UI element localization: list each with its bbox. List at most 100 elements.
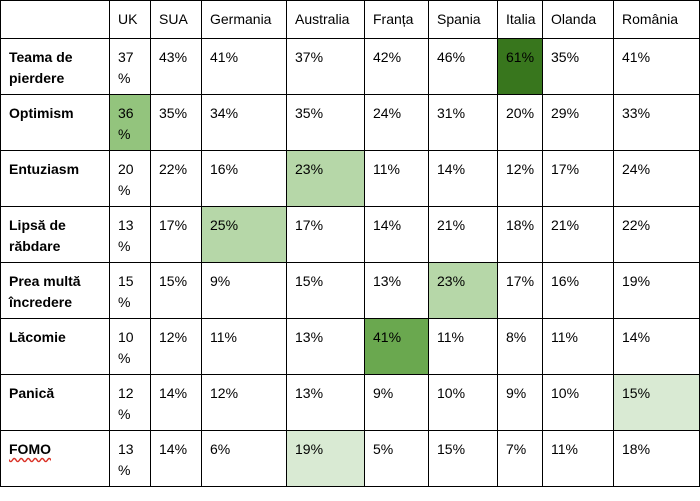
table-row: Entuziasm 20 % 22% 16% 23% 11% 14% 12% 1…	[0, 150, 700, 207]
table-cell: 11%	[364, 150, 429, 207]
table-cell: 21%	[428, 206, 498, 263]
table-row: Prea multă încredere 15 % 15% 9% 15% 13%…	[0, 262, 700, 319]
table-cell: 12%	[150, 318, 202, 375]
table-cell: 6%	[201, 430, 287, 487]
table-cell: 35%	[286, 94, 365, 151]
table-cell: 17%	[286, 206, 365, 263]
table-cell: 24%	[364, 94, 429, 151]
table-cell: 15%	[286, 262, 365, 319]
table-cell: 11%	[428, 318, 498, 375]
table-cell: 42%	[364, 38, 429, 95]
table-cell: 20 %	[109, 150, 151, 207]
table-cell: 13 %	[109, 206, 151, 263]
row-label: Lăcomie	[0, 318, 110, 375]
table-cell-highlighted: 23%	[286, 150, 365, 207]
table-cell: 37 %	[109, 38, 151, 95]
table-cell: 13%	[286, 318, 365, 375]
table-cell: 24%	[613, 150, 700, 207]
table-cell: 12 %	[109, 374, 151, 431]
table-row: FOMO 13 % 14% 6% 19% 5% 15% 7% 11% 18%	[0, 430, 700, 487]
table-cell: 21%	[542, 206, 614, 263]
row-label: Lipsă de răbdare	[0, 206, 110, 263]
header-cell-olanda: Olanda	[542, 0, 614, 39]
table-cell: 13%	[364, 262, 429, 319]
table-body: Teama de pierdere 37 % 43% 41% 37% 42% 4…	[0, 38, 700, 487]
table-cell: 5%	[364, 430, 429, 487]
table-cell: 14%	[613, 318, 700, 375]
table-cell: 14%	[150, 430, 202, 487]
table-cell: 10 %	[109, 318, 151, 375]
table-cell: 33%	[613, 94, 700, 151]
table-cell: 11%	[201, 318, 287, 375]
table-cell-highlighted: 15%	[613, 374, 700, 431]
table-cell: 22%	[150, 150, 202, 207]
header-cell-uk: UK	[109, 0, 151, 39]
table-cell-highlighted: 23%	[428, 262, 498, 319]
table-cell: 31%	[428, 94, 498, 151]
table-cell: 35%	[542, 38, 614, 95]
table-cell: 7%	[497, 430, 543, 487]
header-cell-romania: România	[613, 0, 700, 39]
header-cell-corner	[0, 0, 110, 39]
table-cell: 14%	[364, 206, 429, 263]
table-cell: 15%	[428, 430, 498, 487]
table-cell: 11%	[542, 318, 614, 375]
table-cell: 11%	[542, 430, 614, 487]
table-cell: 15%	[150, 262, 202, 319]
table-cell: 43%	[150, 38, 202, 95]
table-cell-highlighted: 41%	[364, 318, 429, 375]
row-label: FOMO	[0, 430, 110, 487]
row-label: Panică	[0, 374, 110, 431]
header-row: UK SUA Germania Australia Franța Spania …	[0, 0, 700, 39]
table-cell: 9%	[364, 374, 429, 431]
table-cell: 9%	[201, 262, 287, 319]
table-cell-highlighted: 25%	[201, 206, 287, 263]
table-cell: 14%	[428, 150, 498, 207]
table-cell-highlighted: 36 %	[109, 94, 151, 151]
header-cell-franta: Franța	[364, 0, 429, 39]
table-row: Panică 12 % 14% 12% 13% 9% 10% 9% 10% 15…	[0, 374, 700, 431]
row-label: Teama de pierdere	[0, 38, 110, 95]
table-cell: 46%	[428, 38, 498, 95]
table-cell: 22%	[613, 206, 700, 263]
table-cell: 34%	[201, 94, 287, 151]
table-cell: 17%	[150, 206, 202, 263]
emotions-by-country-table: UK SUA Germania Australia Franța Spania …	[0, 0, 700, 487]
table-cell: 18%	[613, 430, 700, 487]
table-cell: 14%	[150, 374, 202, 431]
table-cell: 8%	[497, 318, 543, 375]
header-cell-germania: Germania	[201, 0, 287, 39]
header-cell-australia: Australia	[286, 0, 365, 39]
table-cell: 16%	[542, 262, 614, 319]
header-cell-sua: SUA	[150, 0, 202, 39]
table-cell: 35%	[150, 94, 202, 151]
spellcheck-underlined-label: FOMO	[9, 441, 51, 457]
table-cell: 19%	[613, 262, 700, 319]
table-cell: 13%	[286, 374, 365, 431]
row-label: Entuziasm	[0, 150, 110, 207]
table-cell-highlighted: 19%	[286, 430, 365, 487]
table-cell: 37%	[286, 38, 365, 95]
table-cell: 16%	[201, 150, 287, 207]
table-row: Teama de pierdere 37 % 43% 41% 37% 42% 4…	[0, 38, 700, 95]
table-cell: 12%	[497, 150, 543, 207]
table-cell: 20%	[497, 94, 543, 151]
row-label: Optimism	[0, 94, 110, 151]
table-cell: 18%	[497, 206, 543, 263]
table-cell: 41%	[201, 38, 287, 95]
table-cell: 12%	[201, 374, 287, 431]
table-cell: 41%	[613, 38, 700, 95]
table-cell-highlighted: 61%	[497, 38, 543, 95]
header-cell-italia: Italia	[497, 0, 543, 39]
table-cell: 9%	[497, 374, 543, 431]
table-cell: 15 %	[109, 262, 151, 319]
table-cell: 10%	[542, 374, 614, 431]
header-cell-spania: Spania	[428, 0, 498, 39]
table-cell: 10%	[428, 374, 498, 431]
table-row: Lăcomie 10 % 12% 11% 13% 41% 11% 8% 11% …	[0, 318, 700, 375]
table-row: Optimism 36 % 35% 34% 35% 24% 31% 20% 29…	[0, 94, 700, 151]
table-row: Lipsă de răbdare 13 % 17% 25% 17% 14% 21…	[0, 206, 700, 263]
table-cell: 17%	[542, 150, 614, 207]
row-label: Prea multă încredere	[0, 262, 110, 319]
table-cell: 13 %	[109, 430, 151, 487]
